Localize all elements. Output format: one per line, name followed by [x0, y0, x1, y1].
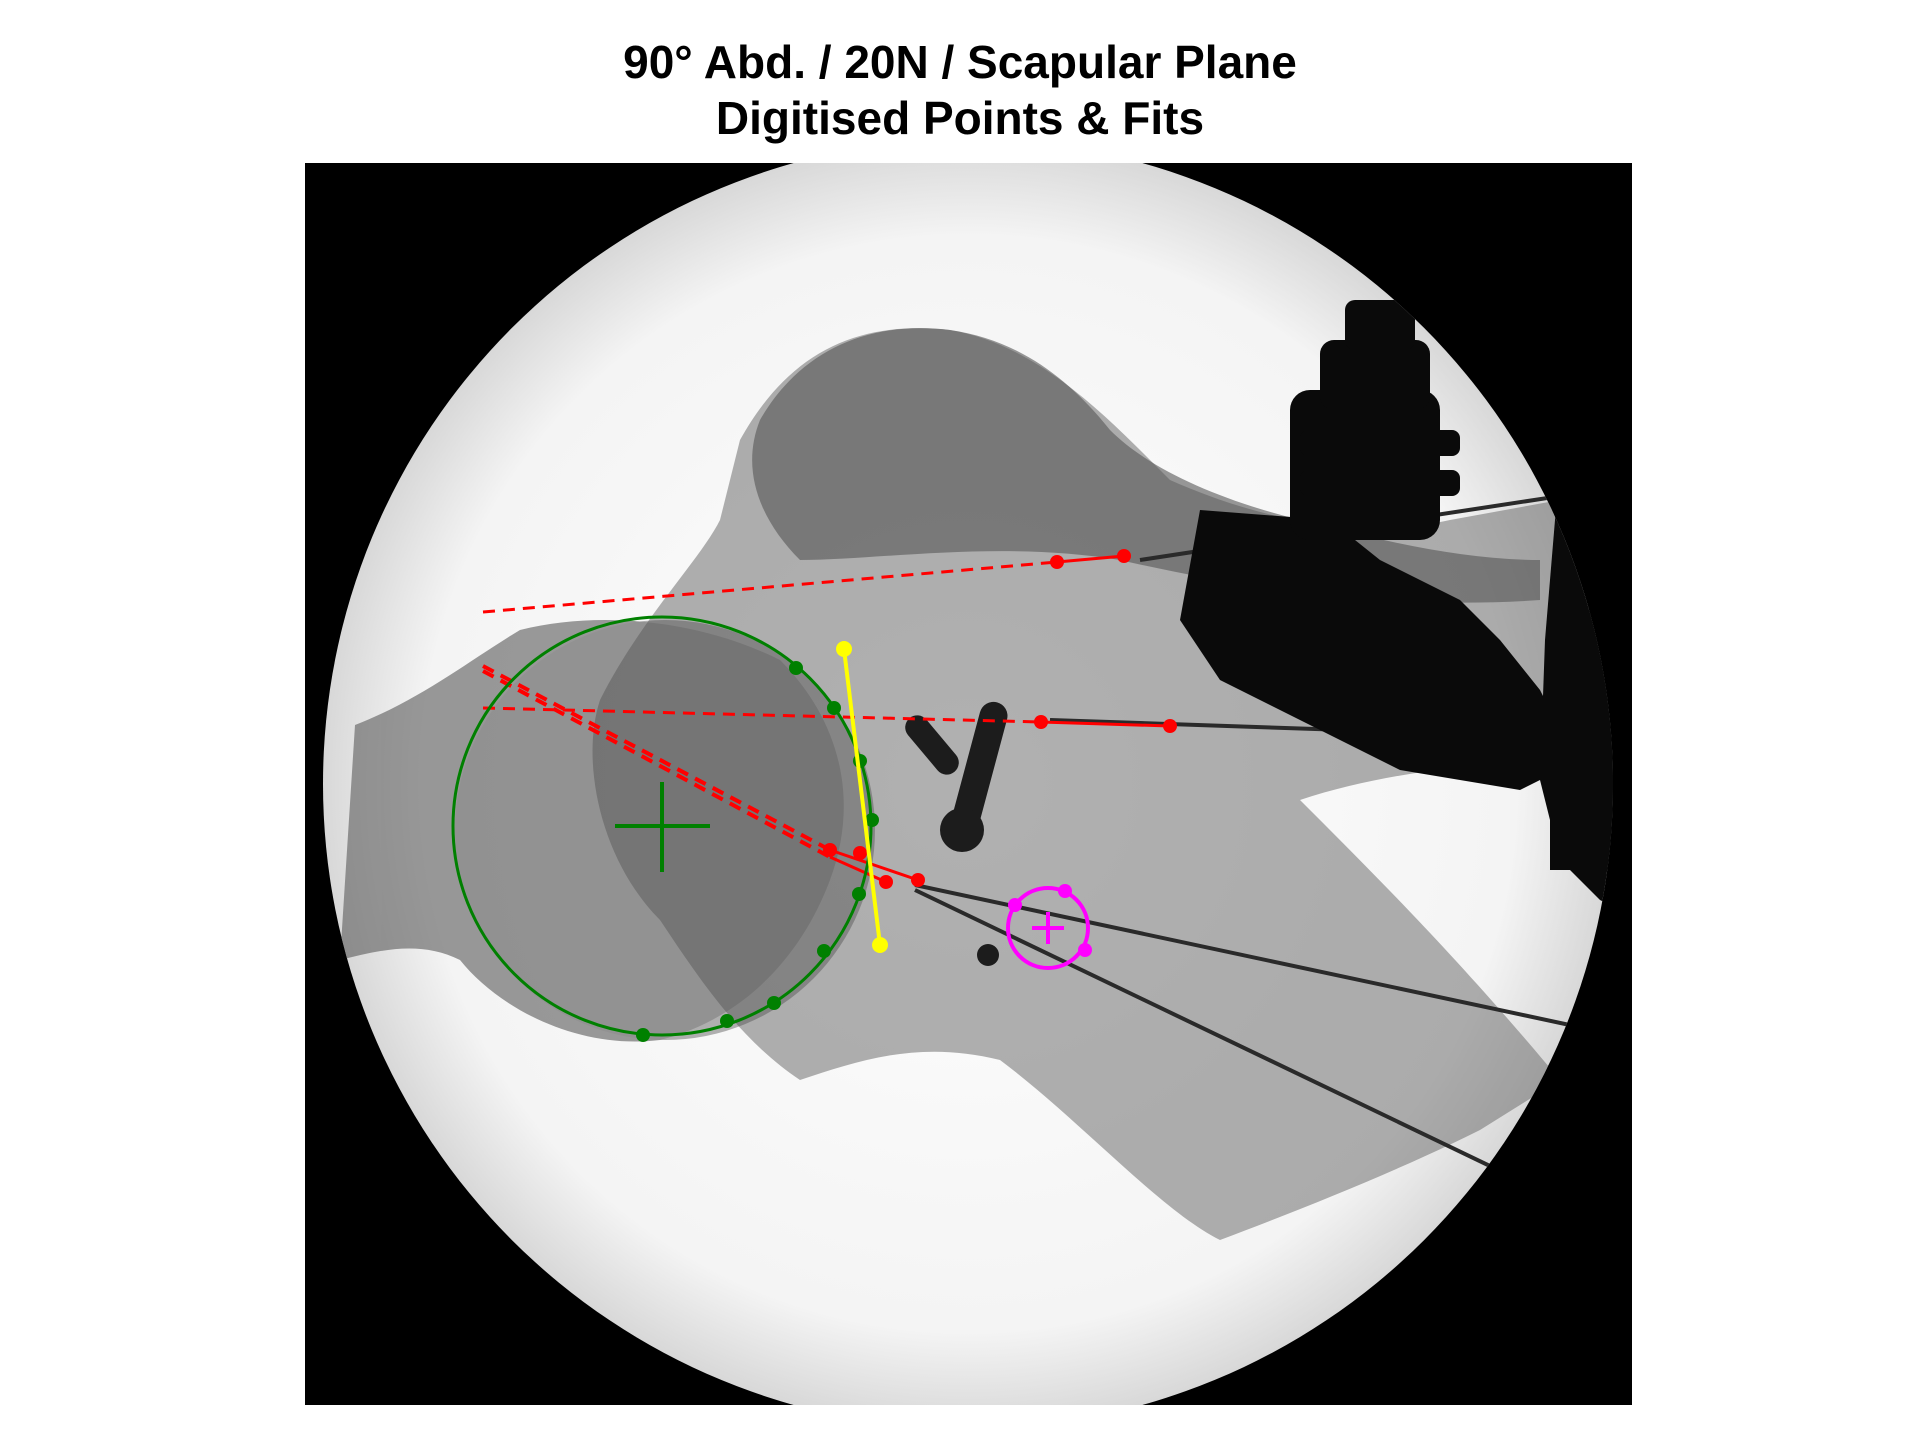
marker-circle: [1006, 886, 1090, 970]
marker-circle-fit: [1006, 884, 1092, 970]
screws: [905, 701, 1008, 966]
marker-center-cross: [1032, 912, 1064, 944]
title-line-1: 90° Abd. / 20N / Scapular Plane: [623, 36, 1297, 88]
axis-line-lower: [482, 664, 925, 889]
humerus-silhouette: [340, 620, 875, 1042]
marker-digitised-points: [1008, 884, 1092, 957]
title-line-2: Digitised Points & Fits: [715, 92, 1205, 144]
figure-title: 90° Abd. / 20N / Scapular Plane Digitise…: [0, 34, 1920, 146]
humeral-head-digitised-points: [636, 661, 879, 1042]
axis-line-upper: [482, 549, 1131, 614]
axis-line-middle: [482, 706, 1177, 733]
glenoid-line: [836, 641, 888, 953]
humeral-head-center-cross: [615, 782, 710, 872]
humeral-head-circle-fit: [451, 615, 879, 1042]
